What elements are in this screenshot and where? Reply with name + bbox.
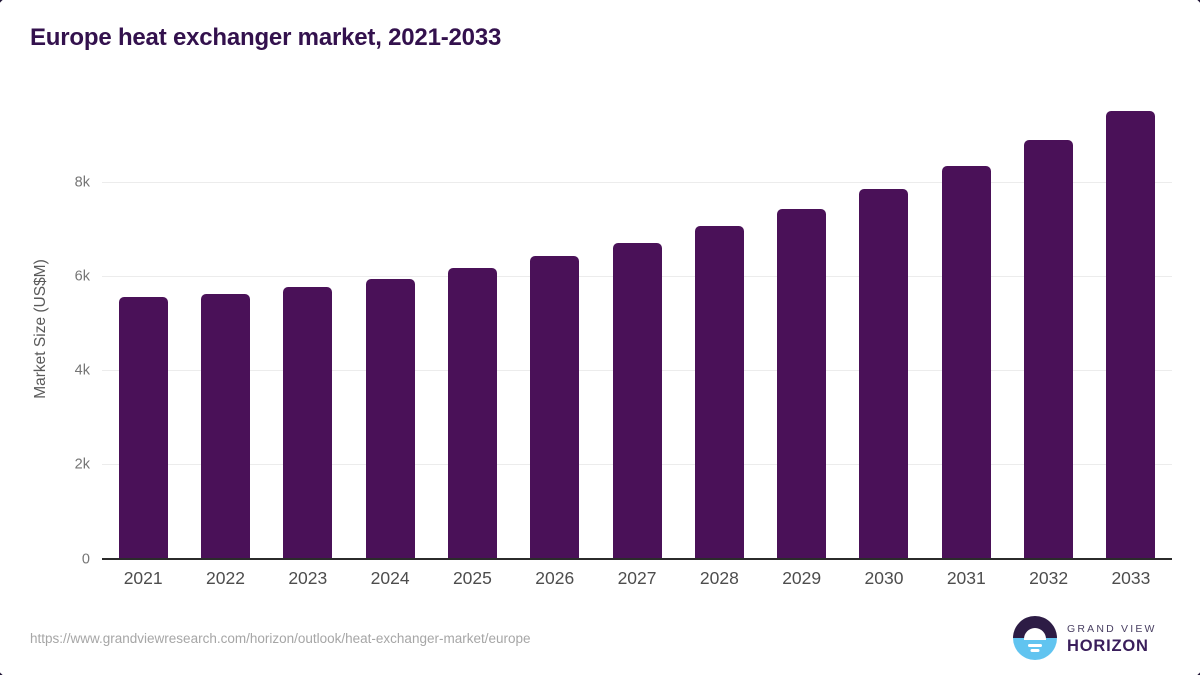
bar-2028[interactable] <box>694 225 744 559</box>
bar-2032[interactable] <box>1024 139 1074 559</box>
bar-slot-2033 <box>1090 98 1172 559</box>
sun-reflection-line <box>1028 644 1042 647</box>
x-tick-2028: 2028 <box>699 568 739 588</box>
bar-slot-2025 <box>431 98 513 559</box>
bar-2023[interactable] <box>283 287 333 559</box>
sun-reflection-line <box>1030 649 1040 652</box>
y-tick-0: 0 <box>81 550 90 567</box>
x-axis-labels: 2021 2022 2023 2024 2025 2026 2027 2028 2029 2030… <box>102 568 1172 589</box>
rounded-corner-bottom-left <box>0 664 11 675</box>
bar-2027[interactable] <box>612 242 662 559</box>
bar-slot-2030 <box>843 98 925 559</box>
x-tick-2032: 2032 <box>1029 568 1069 588</box>
brand-logo: GRAND VIEW HORIZON <box>1013 616 1157 660</box>
y-tick-6k: 6k <box>74 268 90 285</box>
bar-slot-2023 <box>267 98 349 559</box>
bar-2021[interactable] <box>118 296 168 559</box>
x-tick-2031: 2031 <box>946 568 986 588</box>
bar-slot-2021 <box>102 98 184 559</box>
y-tick-8k: 8k <box>74 174 90 191</box>
rounded-corner-bottom-right <box>1189 664 1200 675</box>
bar-2026[interactable] <box>530 255 580 559</box>
gridline-8k <box>102 181 1172 183</box>
x-tick-2033: 2033 <box>1111 568 1151 588</box>
x-tick-2024: 2024 <box>370 568 410 588</box>
brand-name-top: GRAND VIEW <box>1067 622 1157 635</box>
bar-slot-2022 <box>184 98 266 559</box>
y-tick-2k: 2k <box>74 456 90 473</box>
bar-slot-2027 <box>596 98 678 559</box>
bar-slot-2026 <box>514 98 596 559</box>
bar-2030[interactable] <box>859 188 909 559</box>
x-axis-line <box>102 558 1172 560</box>
y-axis-tick-labels: 0 2k 4k 6k 8k <box>0 98 90 565</box>
chart-title: Europe heat exchanger market, 2021-2033 <box>30 24 502 51</box>
bar-series <box>102 98 1172 559</box>
bar-2033[interactable] <box>1106 110 1156 559</box>
x-tick-2026: 2026 <box>535 568 575 588</box>
bar-slot-2028 <box>678 98 760 559</box>
plot-area <box>102 98 1172 560</box>
x-tick-2023: 2023 <box>288 568 328 588</box>
brand-wordmark: GRAND VIEW HORIZON <box>1067 621 1157 656</box>
y-tick-4k: 4k <box>74 362 90 379</box>
brand-name-bottom: HORIZON <box>1067 636 1149 655</box>
bar-2025[interactable] <box>447 268 497 559</box>
bar-slot-2024 <box>349 98 431 559</box>
source-url: https://www.grandviewresearch.com/horizo… <box>30 631 531 646</box>
bar-2022[interactable] <box>200 294 250 559</box>
x-tick-2030: 2030 <box>864 568 904 588</box>
rounded-corner-top-right <box>1189 0 1200 11</box>
x-tick-2025: 2025 <box>452 568 492 588</box>
bar-slot-2029 <box>761 98 843 559</box>
bar-2029[interactable] <box>777 208 827 559</box>
horizon-sunrise-icon <box>1013 616 1057 660</box>
bar-slot-2031 <box>925 98 1007 559</box>
bar-2031[interactable] <box>941 166 991 559</box>
bar-2024[interactable] <box>365 278 415 559</box>
x-tick-2021: 2021 <box>123 568 163 588</box>
sun-icon <box>1024 628 1046 640</box>
x-tick-2029: 2029 <box>782 568 822 588</box>
x-tick-2027: 2027 <box>617 568 657 588</box>
bar-slot-2032 <box>1007 98 1089 559</box>
x-tick-2022: 2022 <box>206 568 245 588</box>
rounded-corner-top-left <box>0 0 11 11</box>
